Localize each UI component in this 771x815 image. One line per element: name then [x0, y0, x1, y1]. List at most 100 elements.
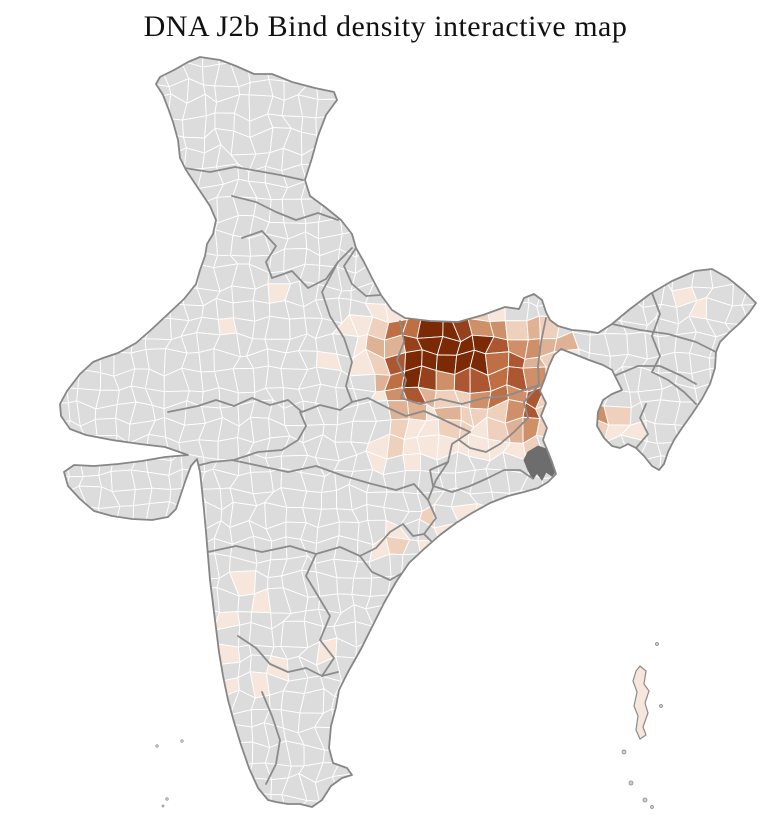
district-cell[interactable]	[740, 662, 764, 682]
district-cell[interactable]	[739, 81, 758, 104]
district-cell[interactable]	[605, 535, 632, 562]
district-cell[interactable]	[305, 595, 321, 612]
district-cell[interactable]	[765, 796, 771, 813]
district-cell[interactable]	[560, 65, 576, 87]
district-cell[interactable]	[161, 169, 188, 190]
district-cell[interactable]	[709, 144, 730, 172]
district-cell[interactable]	[706, 793, 733, 813]
district-cell[interactable]	[450, 46, 476, 68]
district-cell[interactable]	[469, 215, 490, 241]
district-cell[interactable]	[762, 249, 771, 270]
district-cell[interactable]	[587, 352, 611, 377]
district-cell[interactable]	[112, 229, 138, 257]
district-cell[interactable]	[369, 120, 392, 138]
district-cell[interactable]	[147, 45, 168, 71]
district-cell[interactable]	[467, 130, 488, 153]
district-cell[interactable]	[298, 44, 320, 69]
district-cell[interactable]	[418, 722, 441, 751]
district-cell[interactable]	[350, 185, 368, 202]
district-cell[interactable]	[659, 144, 680, 173]
district-cell[interactable]	[150, 246, 173, 274]
district-cell[interactable]	[401, 48, 425, 70]
district-cell[interactable]	[535, 707, 563, 734]
district-cell[interactable]	[521, 811, 542, 815]
district-cell[interactable]	[350, 793, 370, 811]
district-cell[interactable]	[522, 552, 546, 581]
district-cell[interactable]	[620, 535, 649, 562]
district-cell[interactable]	[65, 655, 87, 680]
district-cell[interactable]	[451, 808, 476, 815]
district-cell[interactable]	[603, 791, 632, 814]
district-cell[interactable]	[162, 264, 184, 292]
district-cell[interactable]	[401, 744, 426, 763]
district-cell[interactable]	[212, 792, 239, 815]
district-cell[interactable]	[760, 625, 771, 646]
district-cell[interactable]	[418, 808, 437, 815]
district-cell[interactable]	[127, 45, 151, 69]
district-cell[interactable]	[694, 454, 715, 479]
district-cell[interactable]	[557, 197, 579, 224]
district-cell[interactable]	[570, 510, 596, 529]
district-cell[interactable]	[724, 760, 750, 776]
district-cell[interactable]	[722, 624, 749, 649]
district-cell[interactable]	[95, 776, 117, 799]
district-cell[interactable]	[49, 67, 65, 87]
district-cell[interactable]	[501, 229, 526, 253]
district-cell[interactable]	[503, 552, 527, 581]
district-cell[interactable]	[501, 76, 527, 98]
district-cell[interactable]	[692, 166, 717, 190]
district-cell[interactable]	[422, 246, 445, 274]
district-cell[interactable]	[63, 66, 82, 87]
district-cell[interactable]	[95, 572, 120, 590]
district-cell[interactable]	[110, 660, 131, 679]
district-cell[interactable]	[675, 536, 696, 564]
district-cell[interactable]	[282, 44, 306, 69]
district-cell[interactable]	[744, 809, 766, 815]
district-cell[interactable]	[438, 638, 462, 665]
district-cell[interactable]	[506, 707, 524, 730]
district-cell[interactable]	[94, 178, 120, 200]
district-cell[interactable]	[537, 116, 560, 138]
district-cell[interactable]	[475, 542, 496, 560]
district-cell[interactable]	[351, 215, 372, 234]
district-cell[interactable]	[94, 417, 118, 437]
district-cell[interactable]	[112, 690, 138, 713]
district-cell[interactable]	[45, 728, 64, 751]
district-cell[interactable]	[352, 711, 370, 730]
district-cell[interactable]	[589, 60, 608, 87]
district-cell[interactable]	[165, 759, 189, 777]
district-cell[interactable]	[623, 111, 644, 133]
district-cell[interactable]	[472, 145, 490, 173]
district-cell[interactable]	[66, 757, 86, 780]
district-cell[interactable]	[186, 726, 205, 747]
district-cell[interactable]	[679, 560, 692, 577]
district-cell[interactable]	[167, 250, 182, 274]
district-cell[interactable]	[484, 284, 510, 306]
district-cell[interactable]	[709, 137, 733, 149]
district-cell[interactable]	[382, 215, 409, 240]
district-cell[interactable]	[78, 672, 103, 692]
district-cell[interactable]	[110, 588, 130, 612]
district-cell[interactable]	[63, 543, 81, 562]
district-cell[interactable]	[180, 217, 201, 240]
district-cell[interactable]	[146, 712, 171, 734]
district-cell[interactable]	[383, 264, 405, 291]
district-cell[interactable]	[95, 78, 119, 100]
district-cell[interactable]	[638, 627, 665, 645]
district-cell[interactable]	[689, 132, 713, 151]
district-cell[interactable]	[570, 46, 594, 68]
district-cell[interactable]	[623, 266, 647, 284]
district-cell[interactable]	[691, 256, 716, 271]
district-cell[interactable]	[368, 775, 386, 799]
district-cell[interactable]	[507, 574, 527, 592]
district-cell[interactable]	[692, 505, 715, 527]
district-cell[interactable]	[661, 609, 680, 629]
district-cell[interactable]	[557, 182, 574, 204]
district-cell[interactable]	[152, 537, 171, 563]
district-cell[interactable]	[43, 592, 67, 612]
district-cell[interactable]	[85, 197, 101, 222]
district-cell[interactable]	[419, 45, 440, 71]
district-cell[interactable]	[603, 627, 628, 646]
district-cell[interactable]	[97, 145, 117, 169]
district-cell[interactable]	[490, 178, 509, 205]
